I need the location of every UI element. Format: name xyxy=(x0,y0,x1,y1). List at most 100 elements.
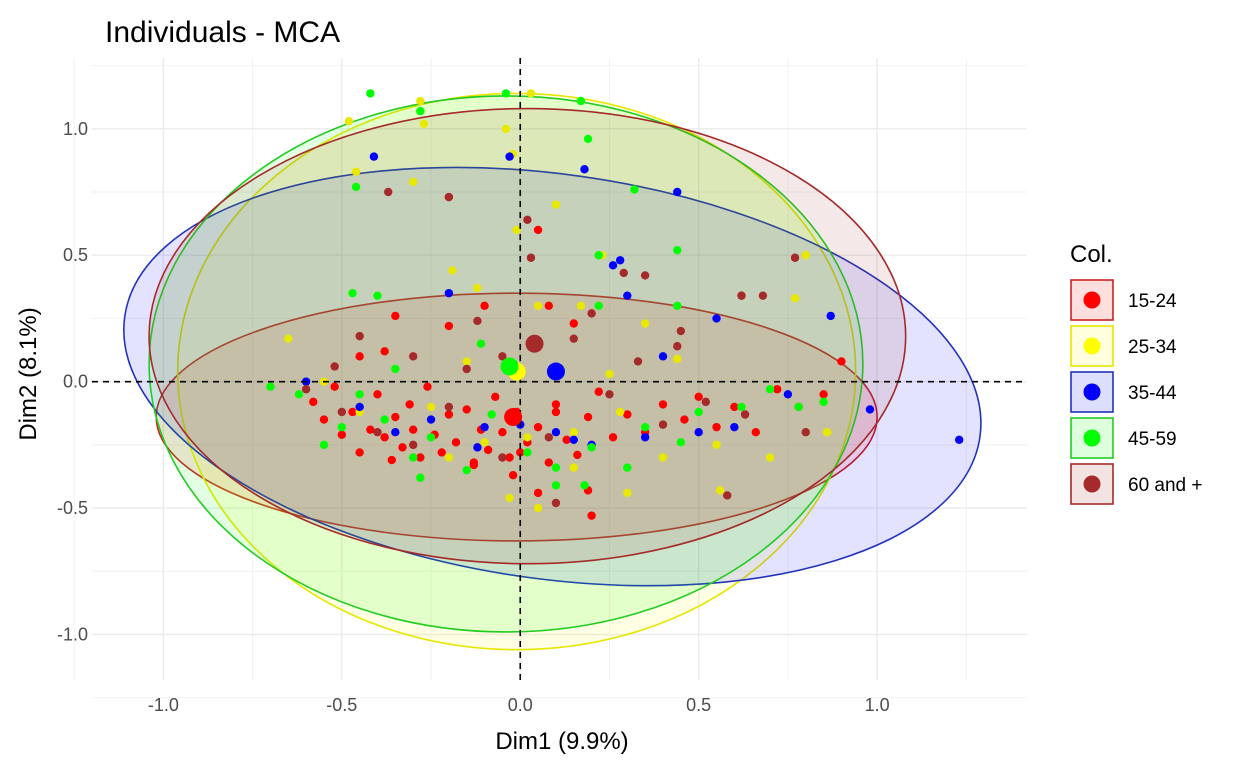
data-point xyxy=(594,387,603,396)
data-point xyxy=(473,316,482,326)
data-point xyxy=(351,167,361,176)
data-point xyxy=(526,253,536,262)
data-point xyxy=(790,253,800,262)
data-point xyxy=(737,402,746,412)
x-tick-label: 0.5 xyxy=(686,695,711,715)
data-point xyxy=(423,382,432,391)
data-point xyxy=(444,453,454,462)
data-point xyxy=(783,390,793,399)
data-point xyxy=(301,385,311,394)
data-point xyxy=(630,185,639,194)
data-point xyxy=(473,443,482,452)
confidence-ellipses xyxy=(123,92,982,651)
data-point xyxy=(391,364,400,374)
data-point xyxy=(765,385,775,394)
group-centroids xyxy=(500,334,565,427)
legend-item: 15-24 xyxy=(1070,279,1177,321)
data-point xyxy=(380,347,389,356)
data-point xyxy=(569,463,578,472)
data-point xyxy=(640,271,650,280)
data-point xyxy=(583,412,593,422)
minor-gridlines xyxy=(73,58,1027,699)
data-point xyxy=(819,397,828,407)
data-point xyxy=(723,491,732,500)
data-point xyxy=(487,410,496,419)
data-point xyxy=(865,405,875,414)
x-tick-label: 0.0 xyxy=(508,695,533,715)
legend-label: 60 and + xyxy=(1128,475,1203,496)
data-point xyxy=(573,450,582,460)
data-point xyxy=(819,390,828,399)
data-point xyxy=(408,453,418,462)
data-point xyxy=(619,268,628,278)
data-point xyxy=(615,256,625,265)
data-point xyxy=(594,251,603,260)
data-point xyxy=(673,354,682,364)
data-point xyxy=(337,430,347,439)
data-point xyxy=(462,405,471,414)
data-point xyxy=(633,357,643,366)
legend: Col. 15-24 25-34 35-44 45-59 60 and + xyxy=(1070,241,1203,505)
data-point xyxy=(419,119,429,128)
data-point xyxy=(505,493,514,503)
data-point xyxy=(355,390,364,399)
data-point xyxy=(790,294,800,303)
data-point xyxy=(569,319,578,328)
data-point xyxy=(444,410,454,419)
data-point xyxy=(587,511,596,520)
data-point xyxy=(483,445,493,455)
data-point xyxy=(740,410,750,419)
data-point xyxy=(801,251,810,260)
legend-label: 15-24 xyxy=(1128,291,1177,312)
data-point xyxy=(751,428,760,437)
data-point xyxy=(498,453,507,462)
data-point xyxy=(623,488,632,498)
data-point xyxy=(437,448,446,457)
data-point xyxy=(608,433,618,442)
data-point xyxy=(587,443,596,452)
centroid-point xyxy=(500,357,519,376)
data-point xyxy=(715,486,725,495)
data-point xyxy=(505,152,514,161)
data-point xyxy=(526,89,536,98)
y-tick-label: -1.0 xyxy=(57,624,88,644)
data-point xyxy=(615,407,625,417)
y-tick-label: 1.0 xyxy=(63,119,88,139)
data-point xyxy=(676,326,686,336)
data-point xyxy=(694,428,703,437)
data-point xyxy=(451,438,461,447)
data-point xyxy=(416,106,425,116)
x-axis-title: Dim1 (9.9%) xyxy=(495,728,628,755)
data-point xyxy=(491,392,500,402)
data-point xyxy=(501,89,511,98)
legend-marker xyxy=(1083,291,1101,309)
data-point xyxy=(444,402,454,412)
data-point xyxy=(469,458,479,467)
legend-label: 25-34 xyxy=(1128,337,1177,358)
data-point xyxy=(772,385,782,394)
data-point xyxy=(444,192,454,202)
chart-title: Individuals - MCA xyxy=(105,16,340,49)
data-point xyxy=(344,117,354,126)
data-point xyxy=(523,433,532,442)
data-point xyxy=(758,291,768,300)
individual-points xyxy=(266,89,964,520)
legend-item: 45-59 xyxy=(1070,417,1177,459)
y-tick-labels: -1.0 -0.5 0.0 0.5 1.0 xyxy=(57,119,88,645)
data-point xyxy=(480,438,489,447)
data-point xyxy=(569,334,578,343)
data-point xyxy=(426,433,436,442)
centroid-point xyxy=(525,334,544,353)
ellipse-60-and-plus xyxy=(148,107,907,565)
data-point xyxy=(533,503,543,513)
y-axis-title: Dim2 (8.1%) xyxy=(15,307,42,440)
data-point xyxy=(551,428,561,437)
data-point xyxy=(765,453,775,462)
legend-marker xyxy=(1083,429,1101,447)
data-point xyxy=(523,448,532,457)
data-point xyxy=(508,470,518,480)
data-point xyxy=(498,352,507,361)
data-point xyxy=(476,339,486,348)
data-point xyxy=(551,498,561,508)
